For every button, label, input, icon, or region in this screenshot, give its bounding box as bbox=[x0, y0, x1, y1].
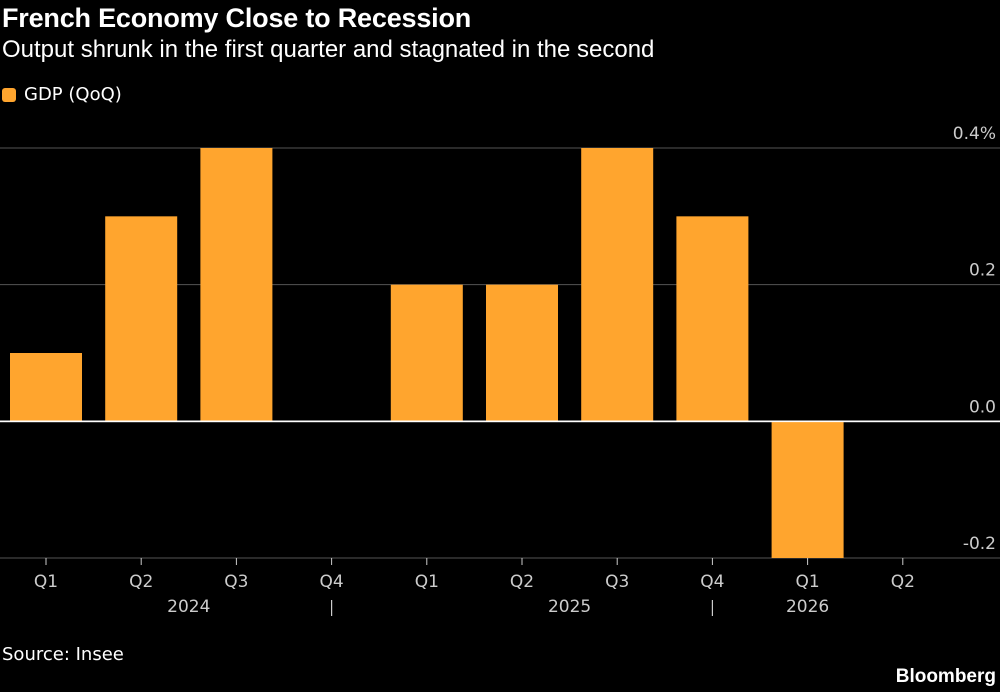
y-tick-label: 0.0 bbox=[969, 397, 996, 417]
x-tick-label: Q4 bbox=[700, 572, 724, 592]
year-label: 2024 bbox=[167, 597, 210, 617]
chart-title: French Economy Close to Recession bbox=[2, 3, 472, 33]
x-tick-label: Q1 bbox=[415, 572, 439, 592]
year-label: 2026 bbox=[786, 597, 829, 617]
y-tick-label: 0.2 bbox=[969, 261, 996, 281]
x-tick-label: Q2 bbox=[891, 572, 915, 592]
legend: GDP (QoQ) bbox=[2, 84, 122, 105]
bar bbox=[676, 216, 749, 422]
source-note: Source: Insee bbox=[2, 644, 124, 665]
y-tick-label: -0.2 bbox=[963, 534, 996, 554]
bar bbox=[10, 353, 82, 422]
bar bbox=[581, 148, 654, 422]
x-tick-label: Q3 bbox=[224, 572, 248, 592]
legend-swatch bbox=[2, 87, 16, 102]
y-tick-label: 0.4% bbox=[953, 124, 996, 144]
year-label: 2025 bbox=[548, 597, 591, 617]
x-tick-label: Q4 bbox=[319, 572, 343, 592]
bar bbox=[105, 216, 178, 422]
bar bbox=[771, 421, 844, 558]
x-tick-label: Q1 bbox=[34, 572, 58, 592]
x-tick-label: Q1 bbox=[795, 572, 819, 592]
chart-subtitle: Output shrunk in the first quarter and s… bbox=[2, 36, 655, 63]
bar bbox=[200, 148, 273, 422]
legend-label: GDP (QoQ) bbox=[24, 84, 122, 105]
bar bbox=[390, 284, 463, 422]
x-tick-label: Q2 bbox=[510, 572, 534, 592]
x-tick-label: Q3 bbox=[605, 572, 629, 592]
bar bbox=[486, 284, 558, 422]
brand-logo: Bloomberg bbox=[895, 666, 996, 687]
x-tick-label: Q2 bbox=[129, 572, 153, 592]
